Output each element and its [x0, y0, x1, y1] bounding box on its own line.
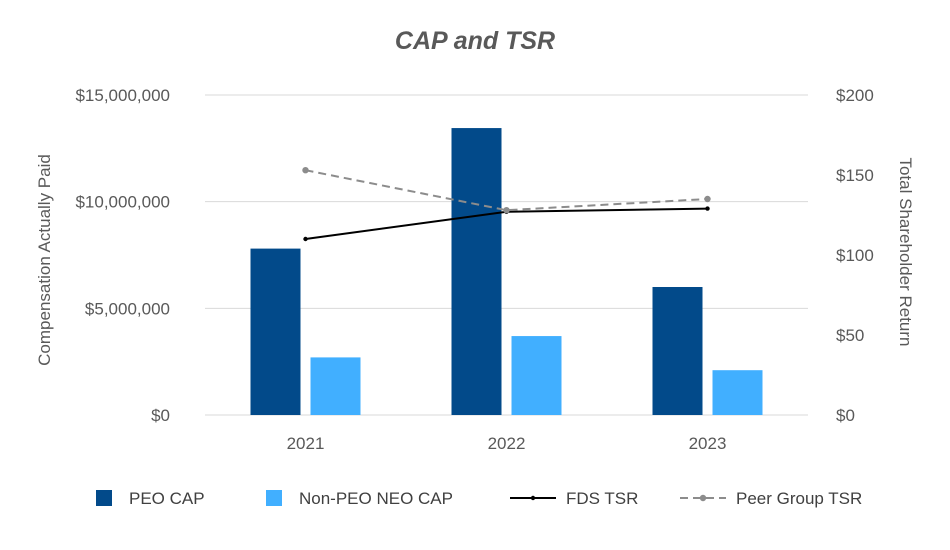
y-axis-left-ticks: $0 $5,000,000 $10,000,000 $15,000,000 [75, 86, 170, 425]
bars [250, 128, 763, 416]
bar-peo-cap [652, 287, 703, 415]
y-tick-label: $5,000,000 [85, 299, 170, 318]
tsr-lines [302, 167, 711, 242]
bar-non-peo-cap [310, 357, 361, 415]
legend-swatch-peo-cap [96, 490, 112, 506]
y-axis-left-title: Compensation Actually Paid [35, 154, 54, 366]
bar-peo-cap [451, 128, 502, 416]
y-axis-right-title: Total Shareholder Return [896, 157, 915, 346]
peer-group-tsr-line [305, 169, 708, 212]
x-axis-ticks: 2021 2022 2023 [287, 434, 727, 453]
y-tick-label: $0 [151, 406, 170, 425]
peer-group-tsr-point [704, 195, 711, 203]
legend-label-peer-group-tsr: Peer Group TSR [736, 489, 862, 508]
legend: PEO CAP Non-PEO NEO CAP FDS TSR Peer Group … [96, 489, 862, 508]
legend-marker-peer-group-tsr [699, 494, 707, 502]
fds-tsr-point [705, 206, 710, 211]
y2-tick-label: $50 [836, 326, 864, 345]
y2-tick-label: $0 [836, 406, 855, 425]
y2-tick-label: $100 [836, 246, 874, 265]
legend-swatch-non-peo-cap [266, 490, 282, 506]
peer-group-tsr-point [302, 167, 309, 174]
y2-tick-label: $150 [836, 166, 874, 185]
legend-label-non-peo-cap: Non-PEO NEO CAP [299, 489, 453, 508]
gridlines [205, 94, 808, 416]
bar-non-peo-cap [712, 370, 763, 415]
legend-marker-fds-tsr [530, 495, 536, 501]
bar-non-peo-cap [511, 336, 562, 415]
x-tick-label: 2022 [488, 434, 526, 453]
x-tick-label: 2023 [689, 434, 727, 453]
fds-tsr-point [303, 236, 308, 242]
y-tick-label: $10,000,000 [75, 193, 170, 212]
legend-label-peo-cap: PEO CAP [129, 489, 205, 508]
y-tick-label: $15,000,000 [75, 86, 170, 105]
peer-group-tsr-point [503, 207, 510, 214]
chart-title: CAP and TSR [395, 27, 555, 55]
y-axis-right-ticks: $0 $50 $100 $150 $200 [836, 86, 874, 425]
x-tick-label: 2021 [287, 434, 325, 453]
y2-tick-label: $200 [836, 86, 874, 105]
legend-label-fds-tsr: FDS TSR [566, 489, 638, 508]
bar-peo-cap [250, 248, 301, 415]
